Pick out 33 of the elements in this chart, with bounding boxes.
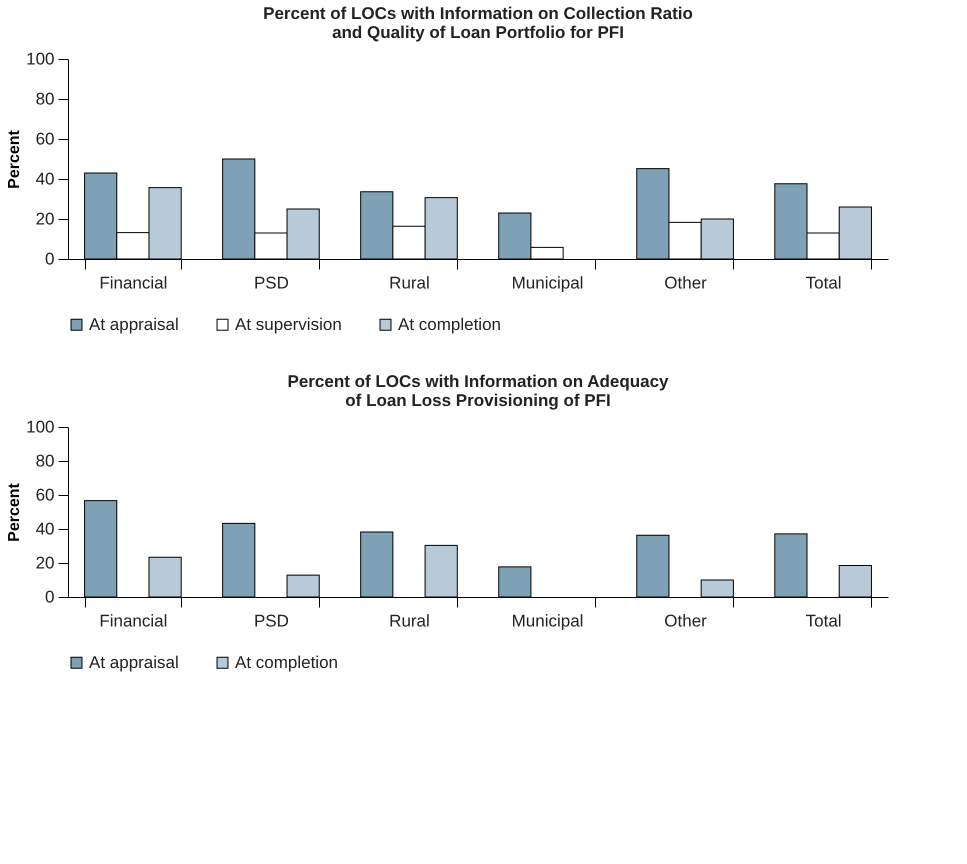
- x-tick-label: Financial: [99, 274, 168, 292]
- x-tick-label: PSD: [254, 612, 289, 630]
- x-tick-label: Other: [664, 612, 708, 630]
- legend-label: At completion: [398, 314, 501, 334]
- legend-label: At completion: [235, 652, 338, 672]
- y-tick-label: 60: [36, 130, 54, 148]
- x-tick-label: Rural: [389, 274, 430, 292]
- y-tick-label: 80: [36, 90, 54, 108]
- y-tick-label: 100: [26, 418, 54, 436]
- chart-title: Percent of LOCs with Information on Adequacy of Loan Loss Provisioning of PFI: [288, 372, 670, 410]
- y-axis-title: Percent: [6, 482, 24, 542]
- y-tick-label: 20: [36, 210, 54, 228]
- legend-label: At appraisal: [89, 652, 179, 672]
- x-tick-label: Municipal: [512, 274, 584, 292]
- chart-title: Percent of LOCs with Information on Collection Ratio and Quality of Loan Portfolio for PFI: [263, 4, 693, 42]
- y-tick-label: 60: [36, 486, 54, 504]
- y-tick-label: 100: [26, 50, 54, 68]
- y-tick-label: 40: [36, 520, 54, 538]
- legend-label: At appraisal: [89, 314, 179, 334]
- legend-label: At supervision: [235, 314, 342, 334]
- x-tick-label: Rural: [389, 612, 430, 630]
- y-tick-label: 80: [36, 452, 54, 470]
- x-tick-label: Total: [806, 274, 842, 292]
- x-tick-label: Other: [664, 274, 708, 292]
- y-tick-label: 40: [36, 170, 54, 188]
- x-tick-label: Total: [806, 612, 842, 630]
- x-tick-label: Municipal: [512, 612, 584, 630]
- y-tick-label: 20: [36, 554, 54, 572]
- y-tick-label: 0: [45, 250, 54, 268]
- y-tick-label: 0: [45, 588, 54, 606]
- x-tick-label: Financial: [99, 612, 168, 630]
- x-tick-label: PSD: [254, 274, 289, 292]
- y-axis-title: Percent: [6, 129, 24, 189]
